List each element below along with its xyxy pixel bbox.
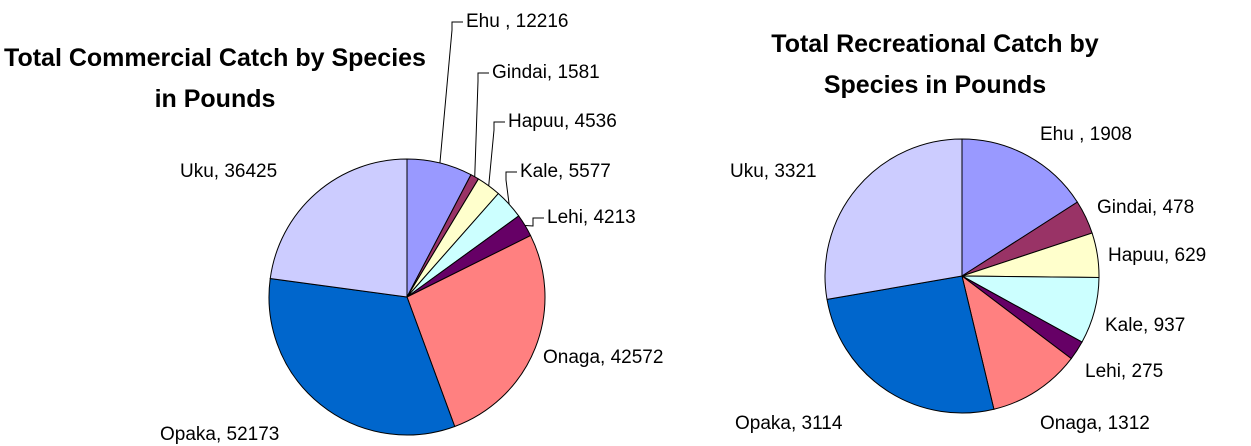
- pie-slice: [406, 234, 546, 428]
- data-label: Onaga, 1312: [1040, 413, 1150, 434]
- chart-title: Total Commercial Catch by Species in Pou…: [4, 44, 426, 113]
- data-label: Onaga, 42572: [543, 347, 663, 368]
- data-label: Hapuu, 629: [1108, 245, 1206, 266]
- pie-slice: [961, 138, 1079, 277]
- data-label: Ehu , 12216: [466, 11, 568, 32]
- data-label: Gindai, 1581: [492, 62, 600, 83]
- data-label: Hapuu, 4536: [508, 111, 617, 132]
- leader-line: [439, 21, 463, 164]
- data-label: Uku, 3321: [730, 161, 817, 182]
- leader-line: [474, 72, 489, 177]
- data-label: Ehu , 1908: [1040, 124, 1132, 145]
- data-label: Lehi, 4213: [547, 207, 636, 228]
- leader-line: [505, 171, 517, 205]
- leader-line: [488, 121, 505, 186]
- data-label: Gindai, 478: [1097, 197, 1194, 218]
- chart-title: Total Recreational Catch by Species in P…: [771, 30, 1099, 99]
- pie-slice: [268, 277, 456, 436]
- data-label: Kale, 937: [1105, 315, 1185, 336]
- data-label: Uku, 36425: [180, 161, 277, 182]
- pie-slice: [826, 275, 995, 414]
- data-label: Opaka, 3114: [735, 413, 843, 434]
- pie-slice: [269, 158, 408, 298]
- leader-line: [525, 217, 544, 227]
- data-label: Opaka, 52173: [160, 424, 279, 445]
- data-label: Kale, 5577: [520, 161, 611, 182]
- pie-slice: [961, 274, 1072, 410]
- data-label: Lehi, 275: [1085, 361, 1163, 382]
- pie-slice: [824, 138, 963, 301]
